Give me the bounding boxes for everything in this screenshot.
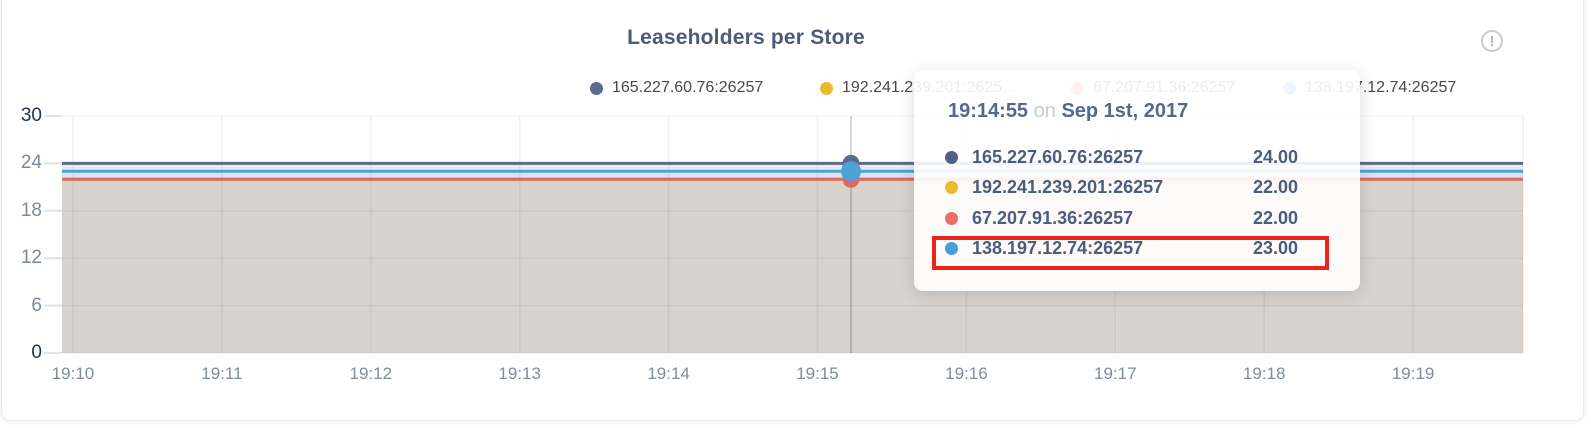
tooltip-time: 19:14:55 (948, 100, 1029, 122)
tooltip-series-dot-icon (945, 181, 958, 194)
chart-title: Leaseholders per Store (627, 26, 865, 49)
legend-item[interactable]: 165.227.60.76:26257 (590, 79, 763, 97)
x-axis-tick-label: 19:17 (1094, 364, 1137, 383)
hover-tooltip: 19:14:55 on Sep 1st, 2017 165.227.60.76:… (914, 70, 1360, 291)
annotation-highlight-box (932, 236, 1329, 270)
tooltip-series-label: 138.197.12.74:26257 (972, 238, 1144, 258)
tooltip-series-value: 24.00 (1252, 146, 1298, 167)
info-icon[interactable]: ! (1481, 30, 1503, 52)
x-axis-tick-label: 19:10 (51, 364, 95, 383)
tooltip-series-row: 138.197.12.74:26257 23.00 (914, 234, 1360, 264)
x-axis-tick-label: 19:16 (945, 364, 988, 383)
info-icon-glyph: ! (1489, 32, 1495, 50)
tooltip-date: Sep 1st, 2017 (1061, 100, 1189, 122)
x-axis-tick-label: 19:14 (647, 364, 690, 383)
legend-series-label: 165.227.60.76:26257 (612, 79, 764, 96)
tooltip-conjunction: on (1033, 100, 1056, 122)
tooltip-series-label: 192.241.239.201:26257 (972, 177, 1164, 197)
tooltip-timestamp: 19:14:55 on Sep 1st, 2017 (948, 100, 1188, 123)
tooltip-series-dot-icon (945, 150, 958, 164)
x-axis-tick-label: 19:12 (349, 364, 393, 383)
x-axis-tick-label: 19:19 (1391, 364, 1435, 383)
tooltip-series-label: 165.227.60.76:26257 (972, 146, 1144, 167)
y-axis-tick-label: 12 (20, 247, 42, 269)
x-axis-tick-label: 19:13 (498, 364, 541, 383)
hover-point-dot (841, 161, 861, 182)
tooltip-series-row: 165.227.60.76:26257 24.00 (914, 142, 1360, 172)
x-axis-tick-label: 19:15 (796, 364, 839, 383)
tooltip-series-row: 192.241.239.201:26257 22.00 (914, 173, 1360, 203)
y-axis-tick-label: 18 (20, 199, 42, 221)
x-axis-tick-label: 19:18 (1242, 364, 1286, 383)
legend-series-dot-icon (820, 81, 833, 95)
tooltip-series-value: 22.00 (1252, 177, 1298, 197)
y-axis-tick-label: 0 (31, 342, 42, 363)
tooltip-series-label: 67.207.91.36:26257 (972, 207, 1134, 228)
y-axis-tick-label: 24 (20, 152, 42, 174)
tooltip-series-dot-icon (945, 242, 958, 255)
tooltip-series-row: 67.207.91.36:26257 22.00 (914, 203, 1360, 233)
tooltip-series-dot-icon (945, 211, 958, 225)
y-axis-tick-label: 30 (20, 105, 42, 126)
tooltip-series-value: 22.00 (1252, 207, 1298, 228)
x-axis-tick-label: 19:11 (201, 364, 243, 383)
y-axis-tick-label: 6 (31, 294, 42, 316)
legend-series-dot-icon (590, 81, 603, 95)
tooltip-series-value: 23.00 (1252, 238, 1298, 258)
